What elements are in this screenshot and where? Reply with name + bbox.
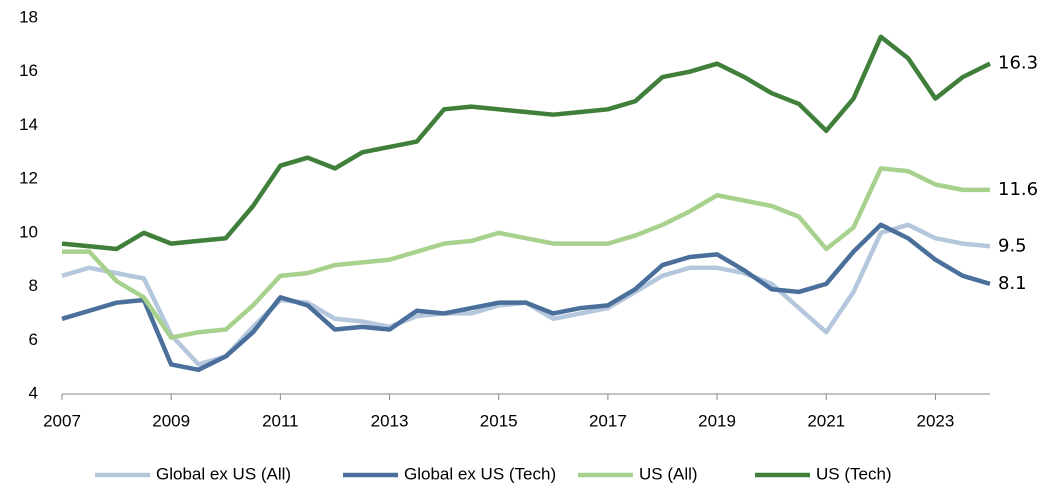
y-tick-label: 10 xyxy=(19,222,38,241)
line-series xyxy=(61,222,991,373)
end-label: 11.6 xyxy=(998,179,1038,200)
line-series xyxy=(61,222,991,367)
x-tick-label: 2015 xyxy=(480,411,518,430)
y-tick-label: 14 xyxy=(19,115,38,134)
y-tick-label: 6 xyxy=(29,330,38,349)
legend-label: US (All) xyxy=(639,464,698,483)
x-tick-label: 2023 xyxy=(916,411,954,430)
x-tick-label: 2011 xyxy=(262,411,299,430)
x-tick-label: 2013 xyxy=(371,411,409,430)
x-tick-label: 2017 xyxy=(589,411,627,430)
legend-label: Global ex US (Tech) xyxy=(404,464,556,483)
x-tick-label: 2021 xyxy=(807,411,845,430)
end-label: 9.5 xyxy=(998,235,1027,256)
line-series xyxy=(61,34,991,252)
y-tick-label: 16 xyxy=(19,61,38,80)
line-series xyxy=(62,166,990,340)
x-tick-label: 2009 xyxy=(152,411,190,430)
legend-label: US (Tech) xyxy=(816,464,892,483)
y-tick-label: 18 xyxy=(19,7,38,26)
end-label: 8.1 xyxy=(998,273,1027,294)
y-tick-label: 12 xyxy=(19,169,38,188)
y-tick-label: 8 xyxy=(29,276,38,295)
legend-label: Global ex US (All) xyxy=(156,464,291,483)
x-tick-label: 2007 xyxy=(43,411,81,430)
end-label: 16.3 xyxy=(998,53,1038,74)
y-tick-label: 4 xyxy=(29,383,38,402)
x-tick-label: 2019 xyxy=(698,411,736,430)
